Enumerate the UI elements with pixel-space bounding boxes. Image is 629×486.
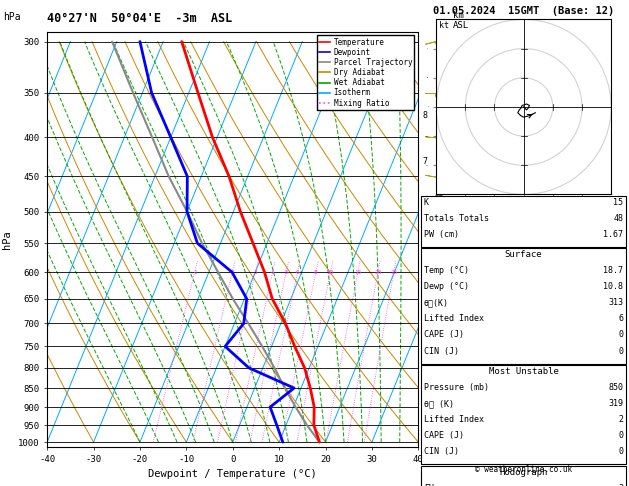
Text: 15: 15 — [354, 270, 362, 275]
Text: km: km — [453, 11, 464, 20]
Text: © weatheronline.co.uk: © weatheronline.co.uk — [475, 465, 572, 474]
Text: Lifted Index: Lifted Index — [424, 314, 484, 324]
Text: Temp (°C): Temp (°C) — [424, 266, 469, 276]
Text: ASL: ASL — [453, 21, 469, 30]
Text: 3: 3 — [423, 319, 428, 328]
Text: Dewp (°C): Dewp (°C) — [424, 282, 469, 292]
Text: 0: 0 — [618, 447, 623, 456]
Text: CIN (J): CIN (J) — [424, 447, 459, 456]
Text: 6: 6 — [296, 270, 299, 275]
Text: Surface: Surface — [505, 250, 542, 260]
Text: 25: 25 — [390, 270, 398, 275]
Text: 8: 8 — [423, 111, 428, 121]
Text: θᴄ (K): θᴄ (K) — [424, 399, 454, 408]
Text: K: K — [424, 198, 429, 207]
Text: CAPE (J): CAPE (J) — [424, 330, 464, 340]
Text: Mixing Ratio (g/kg): Mixing Ratio (g/kg) — [436, 192, 445, 287]
Y-axis label: hPa: hPa — [3, 230, 13, 249]
Text: 18.7: 18.7 — [603, 266, 623, 276]
Text: 3: 3 — [618, 484, 623, 486]
Text: 2: 2 — [618, 415, 623, 424]
Text: 6: 6 — [618, 314, 623, 324]
Text: 7: 7 — [423, 157, 428, 166]
Text: 15: 15 — [613, 198, 623, 207]
X-axis label: Dewpoint / Temperature (°C): Dewpoint / Temperature (°C) — [148, 469, 317, 479]
Text: 3: 3 — [253, 270, 257, 275]
Text: 4: 4 — [423, 278, 428, 288]
Text: 10: 10 — [326, 270, 334, 275]
Text: 0: 0 — [618, 431, 623, 440]
Text: CIN (J): CIN (J) — [424, 347, 459, 356]
Text: 8: 8 — [314, 270, 318, 275]
Text: θᴄ(K): θᴄ(K) — [424, 298, 449, 308]
Text: Lifted Index: Lifted Index — [424, 415, 484, 424]
Text: 319: 319 — [608, 399, 623, 408]
Text: Totals Totals: Totals Totals — [424, 214, 489, 223]
Text: 1: 1 — [193, 270, 196, 275]
Legend: Temperature, Dewpoint, Parcel Trajectory, Dry Adiabat, Wet Adiabat, Isotherm, Mi: Temperature, Dewpoint, Parcel Trajectory… — [317, 35, 415, 110]
Text: 5: 5 — [284, 270, 288, 275]
Text: 2: 2 — [423, 364, 428, 372]
Text: 1.67: 1.67 — [603, 230, 623, 239]
Text: 4: 4 — [270, 270, 274, 275]
Text: 10.8: 10.8 — [603, 282, 623, 292]
Text: kt: kt — [439, 21, 449, 30]
Text: 2: 2 — [230, 270, 234, 275]
Text: 01.05.2024  15GMT  (Base: 12): 01.05.2024 15GMT (Base: 12) — [433, 6, 615, 17]
Text: 0: 0 — [618, 330, 623, 340]
Text: EH: EH — [424, 484, 434, 486]
Text: 313: 313 — [608, 298, 623, 308]
Text: 0: 0 — [618, 347, 623, 356]
Text: CAPE (J): CAPE (J) — [424, 431, 464, 440]
Text: 6: 6 — [423, 200, 428, 209]
Text: 40°27'N  50°04'E  -3m  ASL: 40°27'N 50°04'E -3m ASL — [47, 12, 233, 25]
Text: 20: 20 — [374, 270, 382, 275]
Text: 1: 1 — [423, 402, 428, 412]
Text: Pressure (mb): Pressure (mb) — [424, 383, 489, 392]
Text: Hodograph: Hodograph — [499, 468, 548, 477]
Text: PW (cm): PW (cm) — [424, 230, 459, 239]
Text: 5: 5 — [423, 239, 428, 248]
Text: 850: 850 — [608, 383, 623, 392]
Text: 48: 48 — [613, 214, 623, 223]
Text: hPa: hPa — [3, 12, 21, 22]
Text: Most Unstable: Most Unstable — [489, 367, 559, 376]
Text: 1LCL: 1LCL — [423, 402, 442, 412]
